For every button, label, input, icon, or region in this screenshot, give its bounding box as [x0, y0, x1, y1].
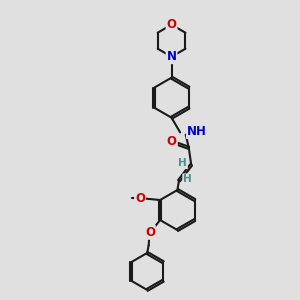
Text: H: H: [178, 158, 187, 168]
Text: O: O: [167, 18, 176, 31]
Text: N: N: [167, 50, 176, 63]
Text: O: O: [135, 192, 145, 205]
Text: H: H: [183, 174, 192, 184]
Text: NH: NH: [187, 125, 207, 138]
Text: O: O: [145, 226, 155, 239]
Text: O: O: [167, 135, 177, 148]
